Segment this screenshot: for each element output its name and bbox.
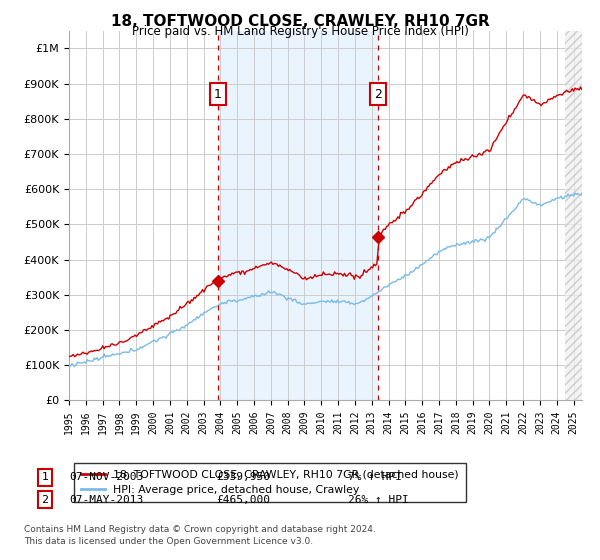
- Legend: 18, TOFTWOOD CLOSE, CRAWLEY, RH10 7GR (detached house), HPI: Average price, deta: 18, TOFTWOOD CLOSE, CRAWLEY, RH10 7GR (d…: [74, 463, 466, 502]
- Text: £465,000: £465,000: [216, 494, 270, 505]
- Text: 2: 2: [41, 494, 49, 505]
- Text: 1: 1: [41, 472, 49, 482]
- Text: 18, TOFTWOOD CLOSE, CRAWLEY, RH10 7GR: 18, TOFTWOOD CLOSE, CRAWLEY, RH10 7GR: [110, 14, 490, 29]
- Text: 1: 1: [214, 88, 222, 101]
- Text: 7% ↑ HPI: 7% ↑ HPI: [348, 472, 402, 482]
- Bar: [218, 31, 378, 400]
- Text: Price paid vs. HM Land Registry's House Price Index (HPI): Price paid vs. HM Land Registry's House …: [131, 25, 469, 38]
- Text: 2: 2: [374, 88, 382, 101]
- Text: 26% ↑ HPI: 26% ↑ HPI: [348, 494, 409, 505]
- Text: 07-NOV-2003: 07-NOV-2003: [69, 472, 143, 482]
- Text: £339,950: £339,950: [216, 472, 270, 482]
- Text: 07-MAY-2013: 07-MAY-2013: [69, 494, 143, 505]
- Text: Contains HM Land Registry data © Crown copyright and database right 2024.
This d: Contains HM Land Registry data © Crown c…: [24, 525, 376, 546]
